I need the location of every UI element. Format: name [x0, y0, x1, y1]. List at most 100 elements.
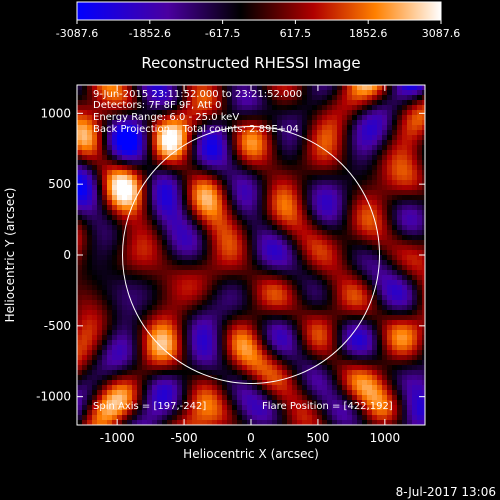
heatmap-cell [107, 275, 112, 280]
heatmap-cell [107, 405, 112, 410]
heatmap-cell [252, 395, 257, 400]
heatmap-cell [227, 335, 232, 340]
heatmap-cell [322, 390, 327, 395]
heatmap-cell [227, 320, 232, 325]
heatmap-cell [397, 255, 402, 260]
heatmap-cell [382, 330, 387, 335]
heatmap-cell [212, 85, 217, 90]
heatmap-cell [322, 380, 327, 385]
heatmap-cell [297, 245, 302, 250]
heatmap-cell [307, 325, 312, 330]
heatmap-cell [172, 320, 177, 325]
heatmap-cell [382, 145, 387, 150]
heatmap-cell [327, 360, 332, 365]
heatmap-cell [292, 100, 297, 105]
heatmap-cell [327, 300, 332, 305]
heatmap-cell [277, 210, 282, 215]
heatmap-cell [267, 410, 272, 415]
heatmap-cell [122, 365, 127, 370]
heatmap-cell [282, 395, 287, 400]
heatmap-cell [387, 365, 392, 370]
heatmap-cell [287, 340, 292, 345]
heatmap-cell [202, 320, 207, 325]
heatmap-cell [397, 115, 402, 120]
heatmap-cell [392, 265, 397, 270]
heatmap-cell [302, 185, 307, 190]
heatmap-cell [337, 115, 342, 120]
heatmap-cell [392, 230, 397, 235]
heatmap-cell [282, 265, 287, 270]
heatmap-cell [377, 120, 382, 125]
heatmap-cell [132, 300, 137, 305]
heatmap-cell [147, 375, 152, 380]
heatmap-cell [342, 250, 347, 255]
heatmap-cell [212, 180, 217, 185]
heatmap-cell [197, 310, 202, 315]
heatmap-cell [242, 390, 247, 395]
heatmap-cell [177, 110, 182, 115]
heatmap-cell [227, 405, 232, 410]
heatmap-cell [197, 220, 202, 225]
heatmap-cell [242, 250, 247, 255]
heatmap-cell [177, 245, 182, 250]
heatmap-cell [157, 270, 162, 275]
heatmap-cell [82, 280, 87, 285]
heatmap-cell [207, 320, 212, 325]
heatmap-cell [192, 90, 197, 95]
heatmap-cell [77, 105, 82, 110]
heatmap-cell [277, 185, 282, 190]
heatmap-cell [252, 345, 257, 350]
heatmap-cell [422, 410, 425, 415]
heatmap-cell [92, 100, 97, 105]
heatmap-cell [97, 140, 102, 145]
heatmap-cell [97, 225, 102, 230]
heatmap-cell [352, 225, 357, 230]
heatmap-cell [87, 295, 92, 300]
heatmap-cell [337, 220, 342, 225]
heatmap-cell [217, 140, 222, 145]
heatmap-cell [402, 140, 407, 145]
heatmap-cell [392, 335, 397, 340]
heatmap-cell [402, 390, 407, 395]
heatmap-cell [407, 85, 412, 90]
heatmap-cell [352, 300, 357, 305]
heatmap-cell [192, 155, 197, 160]
heatmap-cell [152, 150, 157, 155]
heatmap-cell [222, 230, 227, 235]
heatmap-cell [107, 415, 112, 420]
heatmap-cell [212, 245, 217, 250]
heatmap-cell [247, 250, 252, 255]
heatmap-cell [317, 250, 322, 255]
heatmap-cell [147, 85, 152, 90]
heatmap-cell [212, 365, 217, 370]
heatmap-cell [227, 180, 232, 185]
heatmap-cell [217, 310, 222, 315]
heatmap-cell [87, 165, 92, 170]
heatmap-cell [277, 355, 282, 360]
heatmap-cell [257, 215, 262, 220]
heatmap-cell [372, 285, 377, 290]
heatmap-cell [112, 180, 117, 185]
heatmap-cell [167, 385, 172, 390]
heatmap-cell [387, 140, 392, 145]
heatmap-cell [322, 285, 327, 290]
heatmap-cell [262, 350, 267, 355]
heatmap-cell [87, 225, 92, 230]
heatmap-cell [142, 155, 147, 160]
heatmap-cell [422, 220, 425, 225]
heatmap-cell [317, 325, 322, 330]
heatmap-cell [422, 235, 425, 240]
heatmap-cell [372, 235, 377, 240]
heatmap-cell [302, 330, 307, 335]
heatmap-cell [212, 400, 217, 405]
heatmap-cell [317, 255, 322, 260]
heatmap-cell [182, 375, 187, 380]
heatmap-cell [252, 245, 257, 250]
heatmap-cell [172, 260, 177, 265]
heatmap-cell [337, 310, 342, 315]
heatmap-cell [342, 175, 347, 180]
heatmap-cell [212, 295, 217, 300]
heatmap-cell [172, 155, 177, 160]
heatmap-cell [347, 215, 352, 220]
heatmap-cell [222, 210, 227, 215]
